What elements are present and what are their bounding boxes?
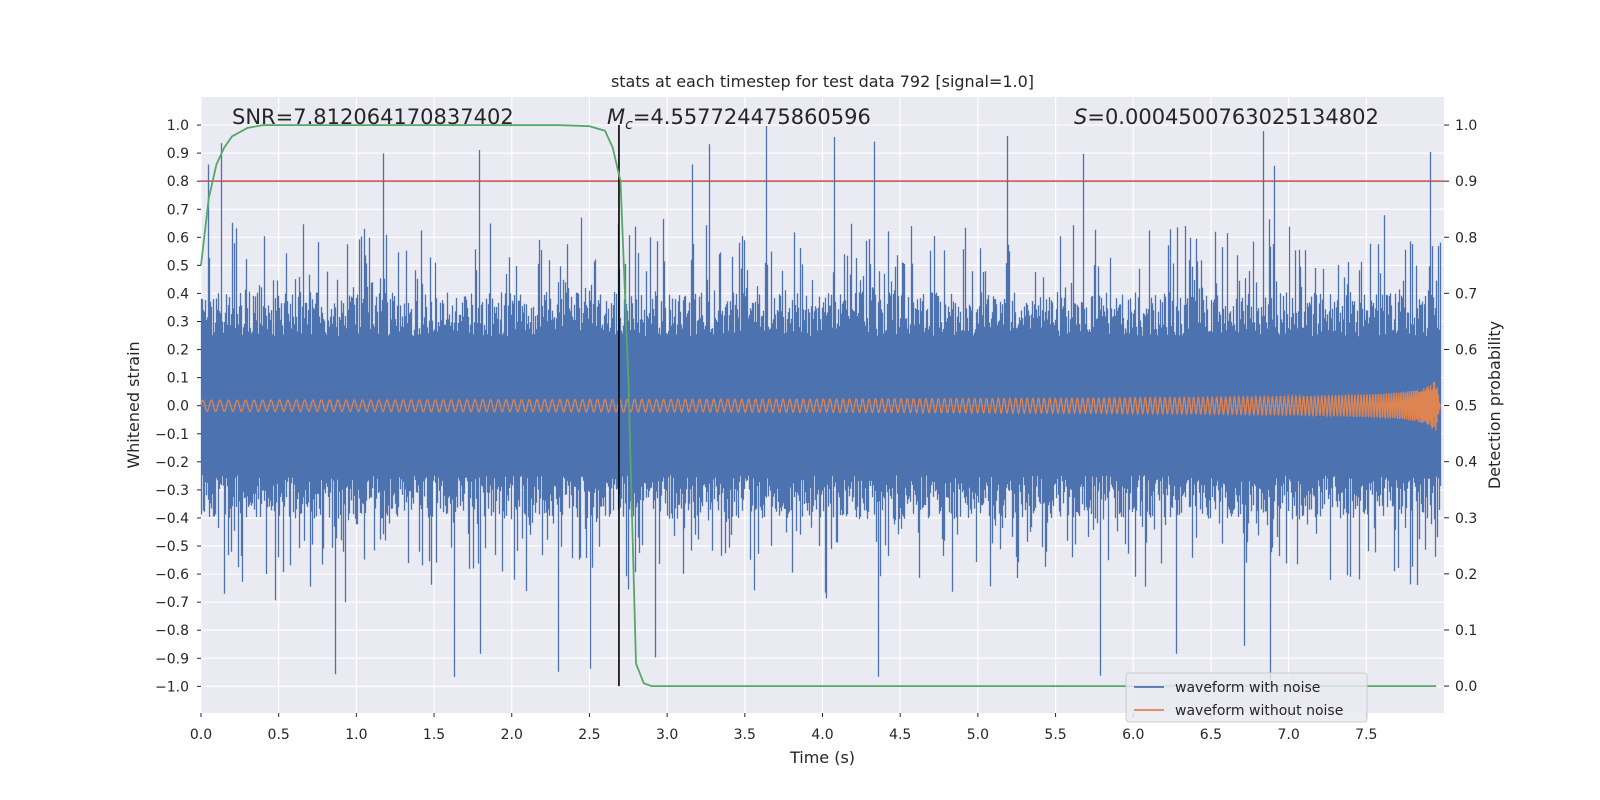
chirp-mass-annotation: Mc=4.557724475860596 — [607, 105, 871, 133]
series-waveform-with-noise — [200, 126, 1442, 686]
y-tick-label: 0.7 — [167, 202, 189, 218]
x-tick-label: 3.0 — [656, 727, 678, 743]
x-tick-label: 6.5 — [1200, 727, 1222, 743]
y-tick-label: 0.1 — [167, 371, 189, 387]
y-tick-label: −0.1 — [155, 427, 189, 443]
y-tick-label: 0.2 — [167, 343, 189, 359]
series-waveform-without-noise — [200, 381, 1441, 431]
y2-tick-label: 0.3 — [1455, 511, 1477, 527]
mc-value: =4.557724475860596 — [633, 105, 871, 129]
y-tick-label: −1.0 — [155, 679, 189, 695]
s-value: =0.0004500763025134802 — [1087, 105, 1379, 129]
x-axis-ticks: 0.0 0.5 1.0 1.5 2.0 2.5 3.0 3.5 4.0 4.5 5.0 5.5 6.0 6… — [190, 713, 1377, 743]
x-tick-label: 5.5 — [1044, 727, 1066, 743]
snr-annotation: SNR=7.812064170837402 — [232, 105, 514, 129]
noise-upper-trace — [200, 126, 1442, 406]
y2-tick-label: 0.9 — [1455, 174, 1477, 190]
x-tick-label: 3.5 — [734, 727, 756, 743]
plot-content — [200, 124, 1444, 687]
y-tick-label: 0.0 — [167, 399, 189, 415]
y2-axis-ticks: 1.0 0.9 0.8 0.7 0.6 0.5 0.4 0.3 0.2 0.1 0.0 — [1444, 118, 1477, 695]
x-tick-label: 1.5 — [423, 727, 445, 743]
x-tick-label: 0.0 — [190, 727, 212, 743]
y-axis-ticks: 1.0 0.9 0.8 0.7 0.6 0.5 0.4 0.3 0.2 0.1 0.0 −0.1 −0.… — [155, 118, 201, 695]
x-tick-label: 7.5 — [1355, 727, 1377, 743]
x-axis-label: Time (s) — [789, 748, 855, 767]
mc-symbol: M — [607, 105, 625, 129]
x-tick-label: 0.5 — [268, 727, 290, 743]
y-tick-label: 0.4 — [167, 286, 189, 302]
x-tick-label: 7.0 — [1277, 727, 1299, 743]
y-tick-label: 0.5 — [167, 258, 189, 274]
y2-tick-label: 0.1 — [1455, 623, 1477, 639]
x-tick-label: 2.5 — [578, 727, 600, 743]
y2-tick-label: 0.4 — [1455, 455, 1477, 471]
y-tick-label: 1.0 — [167, 118, 189, 134]
y2-tick-label: 1.0 — [1455, 118, 1477, 134]
y-tick-label: 0.8 — [167, 174, 189, 190]
y-tick-label: −0.9 — [155, 651, 189, 667]
legend-label: waveform with noise — [1175, 680, 1320, 696]
x-tick-label: 6.0 — [1122, 727, 1144, 743]
s-symbol: S — [1074, 105, 1087, 129]
y-tick-label: −0.7 — [155, 595, 189, 611]
y-tick-label: −0.4 — [155, 511, 189, 527]
x-tick-label: 5.0 — [967, 727, 989, 743]
y2-tick-label: 0.2 — [1455, 567, 1477, 583]
x-tick-label: 2.0 — [501, 727, 523, 743]
x-tick-label: 4.5 — [889, 727, 911, 743]
y-tick-label: −0.3 — [155, 483, 189, 499]
y2-axis-label: Detection probability — [1485, 321, 1504, 489]
y2-tick-label: 0.5 — [1455, 399, 1477, 415]
noise-lower-trace — [200, 405, 1442, 686]
s-annotation: S=0.0004500763025134802 — [1074, 105, 1379, 129]
y-tick-label: 0.9 — [167, 146, 189, 162]
legend: waveform with noise waveform without nois… — [1125, 672, 1368, 723]
y-tick-label: −0.6 — [155, 567, 189, 583]
y-tick-label: −0.8 — [155, 623, 189, 639]
y2-tick-label: 0.6 — [1455, 342, 1477, 358]
legend-box — [1125, 672, 1368, 723]
chart-title: stats at each timestep for test data 792… — [611, 72, 1034, 91]
y-axis-label: Whitened strain — [124, 341, 143, 468]
y2-tick-label: 0.8 — [1455, 230, 1477, 246]
mc-subscript: c — [625, 117, 633, 133]
legend-label: waveform without noise — [1175, 703, 1343, 719]
y2-tick-label: 0.0 — [1455, 679, 1477, 695]
x-tick-label: 1.0 — [345, 727, 367, 743]
series-detection-probability — [200, 124, 1437, 687]
y-tick-label: 0.6 — [167, 230, 189, 246]
y-tick-label: −0.2 — [155, 455, 189, 471]
y-tick-label: −0.5 — [155, 539, 189, 555]
y-tick-label: 0.3 — [167, 315, 189, 331]
x-tick-label: 4.0 — [811, 727, 833, 743]
y2-tick-label: 0.7 — [1455, 286, 1477, 302]
chirp-trace — [200, 381, 1441, 431]
